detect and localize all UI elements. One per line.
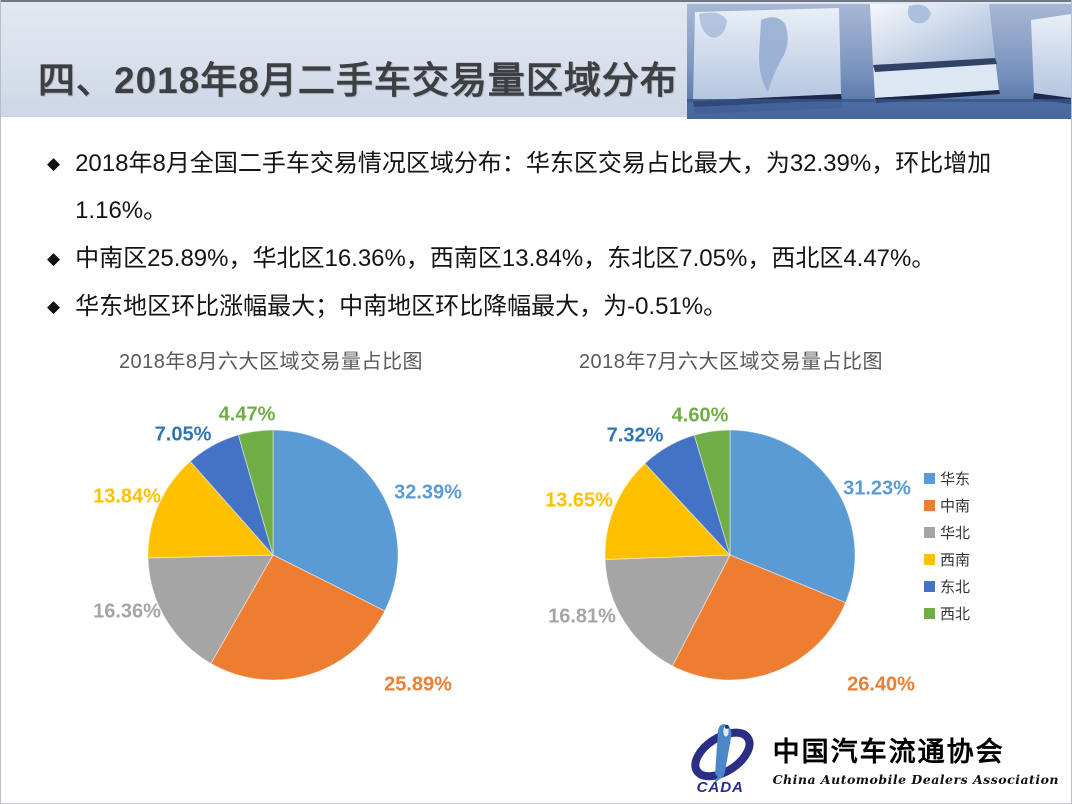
pie-label-西北: 4.47% xyxy=(218,403,276,426)
pie-chart-july: 2018年7月六大区域交易量占比图 华东中南华北西南东北西北 31.23% 26.… xyxy=(501,337,1071,729)
pie-slice-东北 xyxy=(189,434,274,556)
pie-slice-华东 xyxy=(729,429,856,604)
legend-swatch-icon xyxy=(924,581,935,592)
header-cubes-image xyxy=(687,4,1071,119)
pie-slice-西北 xyxy=(237,429,274,556)
pie-label-华东: 32.39% xyxy=(394,481,462,504)
diamond-bullet-icon: ◆ xyxy=(47,249,61,268)
chart-title-july: 2018年7月六大区域交易量占比图 xyxy=(578,351,884,373)
legend-label: 东北 xyxy=(940,579,971,596)
pie-slice-华北 xyxy=(604,554,731,667)
bullet-item: ◆ 中南区25.89%，华北区16.36%，西南区13.84%，东北区7.05%… xyxy=(47,235,1032,282)
legend-swatch-icon xyxy=(924,500,935,511)
pie-chart-august: 2018年8月六大区域交易量占比图 32.39% 25.89% 16.36% 13.8… xyxy=(41,337,501,729)
pie-label-东北: 7.05% xyxy=(154,423,212,446)
pie-slice-华北 xyxy=(147,554,274,665)
bullet-text: 2018年8月全国二手车交易情况区域分布：华东区交易占比最大，为32.39%，环… xyxy=(75,150,992,224)
pie-label-东北: 7.32% xyxy=(606,424,664,447)
org-name-chinese: 中国汽车流通协会 xyxy=(772,736,1005,768)
bullet-text: 中南区25.89%，华北区16.36%，西南区13.84%，东北区7.05%，西… xyxy=(75,245,936,272)
legend-item-华东: 华东 xyxy=(924,465,970,492)
pie-label-中南: 26.40% xyxy=(847,673,915,696)
bullet-list: ◆ 2018年8月全国二手车交易情况区域分布：华东区交易占比最大，为32.39%… xyxy=(47,140,1032,331)
header-bar: 四、2018年8月二手车交易量区域分布 xyxy=(1,0,1071,119)
legend-label: 华北 xyxy=(940,525,971,542)
legend-label: 西北 xyxy=(940,606,971,623)
diamond-bullet-icon: ◆ xyxy=(47,297,61,316)
cada-logo-icon: CADA xyxy=(690,724,754,795)
bullet-text: 华东地区环比涨幅最大；中南地区环比降幅最大，为-0.51%。 xyxy=(75,293,728,320)
legend-swatch-icon xyxy=(924,527,935,538)
legend-label: 中南 xyxy=(940,498,971,515)
legend-label: 西南 xyxy=(940,552,971,569)
pie-label-华北: 16.81% xyxy=(548,605,616,628)
pie-slice-中南 xyxy=(671,554,847,681)
pie-slice-中南 xyxy=(210,554,386,681)
legend-swatch-icon xyxy=(924,608,935,619)
legend-item-中南: 中南 xyxy=(924,492,970,519)
pie-july xyxy=(604,429,856,681)
cada-acronym: CADA xyxy=(696,779,743,795)
pie-slice-西南 xyxy=(604,462,732,560)
pie-slice-华东 xyxy=(272,429,399,612)
org-name-english: China Automobile Dealers Association xyxy=(772,771,1059,787)
pie-august xyxy=(147,429,399,681)
chart-title-august: 2018年8月六大区域交易量占比图 xyxy=(118,351,424,373)
bullet-item: ◆ 华东地区环比涨幅最大；中南地区环比降幅最大，为-0.51%。 xyxy=(47,283,1032,330)
pie-label-西北: 4.60% xyxy=(671,404,729,427)
legend-swatch-icon xyxy=(924,554,935,565)
org-names: 中国汽车流通协会 China Automobile Dealers Associ… xyxy=(773,730,1059,787)
pie-label-西南: 13.84% xyxy=(93,485,161,508)
cubes-illustration xyxy=(687,4,1071,119)
pie-label-西南: 13.65% xyxy=(545,489,613,512)
legend-item-西北: 西北 xyxy=(924,600,970,627)
legend-item-西南: 西南 xyxy=(924,546,970,573)
pie-label-中南: 25.89% xyxy=(384,673,452,696)
pie-slice-东北 xyxy=(644,434,731,556)
chart-legend: 华东中南华北西南东北西北 xyxy=(924,465,970,627)
legend-item-华北: 华北 xyxy=(924,519,970,546)
pie-label-华东: 31.23% xyxy=(843,477,911,500)
legend-label: 华东 xyxy=(940,471,971,488)
footer-logo: CADA 中国汽车流通协会 China Automobile Dealers A… xyxy=(685,721,1059,795)
legend-swatch-icon xyxy=(924,473,935,484)
page-title: 四、2018年8月二手车交易量区域分布 xyxy=(38,60,678,101)
pie-slice-西北 xyxy=(693,429,731,556)
bullet-item: ◆ 2018年8月全国二手车交易情况区域分布：华东区交易占比最大，为32.39%… xyxy=(47,140,1032,234)
pie-slice-西南 xyxy=(147,460,275,559)
pie-label-华北: 16.36% xyxy=(93,600,161,623)
legend-item-东北: 东北 xyxy=(924,573,970,600)
diamond-bullet-icon: ◆ xyxy=(47,154,61,173)
